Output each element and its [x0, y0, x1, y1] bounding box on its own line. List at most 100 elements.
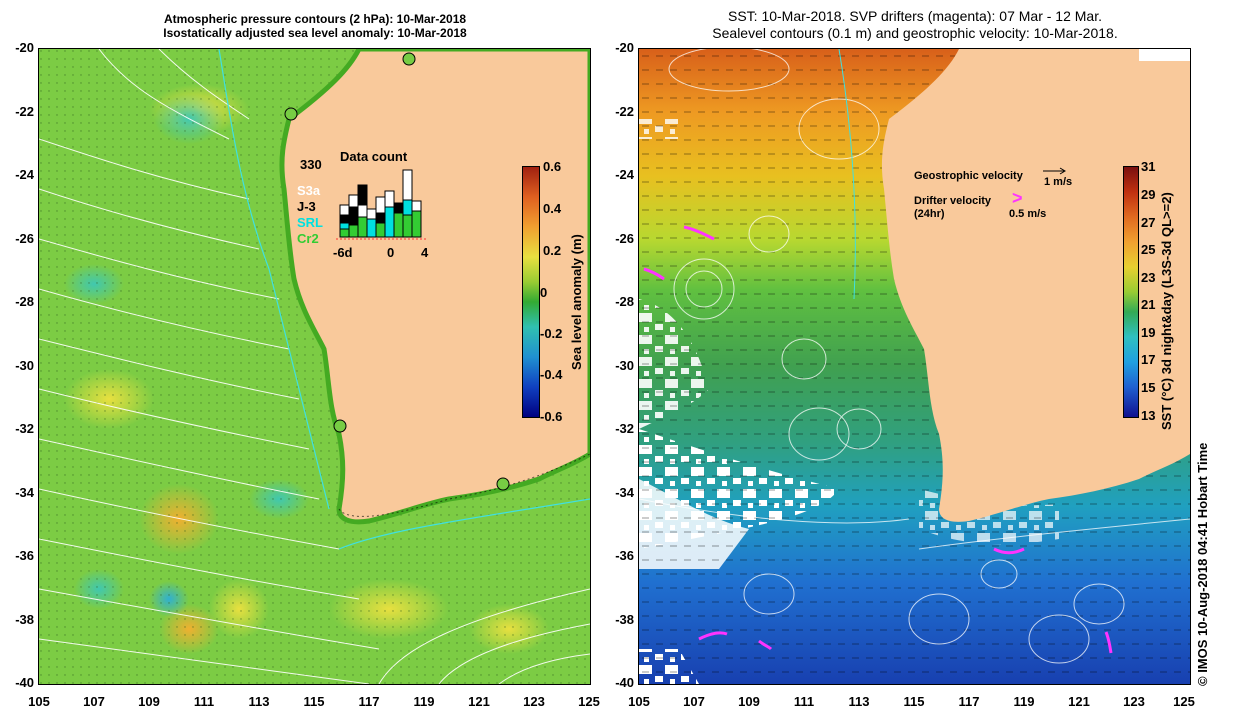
sst-colorbar-tick: 19 — [1141, 325, 1156, 340]
inset-legend-s3a: S3a — [297, 183, 321, 198]
x-tick-left: 117 — [358, 694, 380, 709]
x-tick-right: 123 — [1123, 694, 1145, 709]
australia-landmass — [881, 49, 1190, 522]
sst-sealevel-contours — [639, 49, 1190, 664]
left-title-line1: Atmospheric pressure contours (2 hPa): 1… — [163, 12, 467, 26]
y-tick-right: -32 — [615, 421, 634, 436]
x-tick-right: 125 — [1173, 694, 1195, 709]
sst-colorbar-tick: 29 — [1141, 187, 1156, 202]
inset-title: Data count — [340, 149, 408, 164]
sst-colorbar-tick: 27 — [1141, 215, 1156, 230]
svp-drifter-tracks — [643, 225, 1113, 654]
x-tick-right: 119 — [1013, 694, 1035, 709]
y-tick-left: -36 — [15, 548, 34, 563]
sst-colorbar-tick: 21 — [1141, 297, 1156, 312]
inset-max-label: 330 — [300, 157, 322, 172]
x-tick-right: 117 — [958, 694, 980, 709]
x-tick-right: 121 — [1068, 694, 1090, 709]
sla-colorbar-tick: -0.6 — [540, 409, 563, 424]
drifter-velocity-sub: (24hr) — [914, 208, 945, 220]
sla-colorbar-tick: -0.2 — [540, 326, 563, 341]
tide-gauge-marker — [496, 477, 510, 491]
x-tick-left: 123 — [523, 694, 545, 709]
sst-colorbar-label: SST (°C) 3d night&day (L3S-3d QL>=2) — [1159, 192, 1174, 430]
australia-landmass — [279, 49, 590, 525]
x-tick-left: 111 — [193, 694, 215, 709]
inset-legend-cr2: Cr2 — [297, 231, 319, 246]
pressure-contours — [39, 49, 590, 684]
y-tick-right: -38 — [615, 612, 634, 627]
y-tick-right: -26 — [615, 231, 634, 246]
inset-legend-j3: J-3 — [297, 199, 316, 214]
x-tick-right: 109 — [738, 694, 760, 709]
y-tick-right: -34 — [615, 485, 634, 500]
y-tick-left: -26 — [15, 231, 34, 246]
y-tick-right: -30 — [615, 358, 634, 373]
drifter-velocity-icon: > — [1012, 188, 1023, 208]
x-tick-left: 125 — [578, 694, 600, 709]
right-title-line1: SST: 10-Mar-2018. SVP drifters (magenta)… — [727, 8, 1102, 24]
x-tick-right: 113 — [848, 694, 870, 709]
imos-credit: © IMOS 10-Aug-2018 04:41 Hobart Time — [1195, 442, 1210, 686]
right-title: SST: 10-Mar-2018. SVP drifters (magenta)… — [640, 8, 1190, 42]
geostrophic-velocity-speed: 1 m/s — [1044, 176, 1073, 188]
sla-colorbar — [522, 166, 540, 418]
x-tick-left: 121 — [468, 694, 490, 709]
sea-level-anomaly-map — [38, 48, 591, 685]
sla-colorbar-tick: 0 — [540, 285, 548, 300]
tide-gauge-marker — [284, 107, 298, 121]
y-tick-right: -36 — [615, 548, 634, 563]
y-tick-left: -30 — [15, 358, 34, 373]
x-tick-left: 105 — [28, 694, 50, 709]
sst-colorbar-tick: 17 — [1141, 352, 1156, 367]
sst-map-svg — [639, 49, 1190, 684]
x-tick-right: 111 — [793, 694, 815, 709]
inset-xtick-4: 4 — [421, 245, 429, 260]
sst-colorbar-tick: 15 — [1141, 380, 1156, 395]
left-title: Atmospheric pressure contours (2 hPa): 1… — [40, 12, 590, 40]
y-tick-left: -34 — [15, 485, 34, 500]
sea-level-anomaly-map-svg — [39, 49, 590, 684]
tide-gauge-marker — [402, 52, 416, 66]
sla-colorbar-tick: 0.4 — [543, 201, 562, 216]
x-tick-right: 105 — [628, 694, 650, 709]
drifter-velocity-speed: 0.5 m/s — [1009, 208, 1047, 220]
sst-colorbar-tick: 23 — [1141, 270, 1156, 285]
x-tick-right: 107 — [683, 694, 705, 709]
y-tick-left: -38 — [15, 612, 34, 627]
x-tick-left: 115 — [303, 694, 325, 709]
inset-xtick-neg6: -6d — [333, 245, 353, 260]
y-tick-left: -40 — [15, 675, 34, 690]
x-tick-right: 115 — [903, 694, 925, 709]
sla-colorbar-tick: 0.6 — [543, 159, 562, 174]
y-tick-right: -20 — [615, 40, 634, 55]
y-tick-right: -24 — [615, 167, 634, 182]
x-tick-left: 119 — [413, 694, 435, 709]
y-tick-left: -22 — [15, 104, 34, 119]
sst-colorbar-tick: 13 — [1141, 408, 1156, 423]
data-count-histogram — [336, 169, 426, 240]
y-tick-right: -40 — [615, 675, 634, 690]
sla-colorbar-tick: -0.4 — [540, 367, 563, 382]
y-tick-left: -20 — [15, 40, 34, 55]
y-tick-left: -24 — [15, 167, 34, 182]
sst-map — [638, 48, 1191, 685]
x-tick-left: 109 — [138, 694, 160, 709]
tide-gauge-marker — [333, 419, 347, 433]
sst-colorbar — [1123, 166, 1139, 418]
sst-colorbar-tick: 25 — [1141, 242, 1156, 257]
drifter-velocity-label: Drifter velocity — [914, 195, 992, 207]
inset-xtick-0: 0 — [387, 245, 395, 260]
sst-colorbar-tick: 31 — [1141, 159, 1156, 174]
y-tick-left: -32 — [15, 421, 34, 436]
geostrophic-velocity-arrow-icon — [1043, 167, 1066, 175]
sla-colorbar-label: Sea level anomaly (m) — [569, 234, 584, 370]
inset-legend-srl: SRL — [297, 215, 323, 230]
sla-colorbar-tick: 0.2 — [543, 243, 562, 258]
y-tick-right: -22 — [615, 104, 634, 119]
right-title-line2: Sealevel contours (0.1 m) and geostrophi… — [712, 25, 1118, 41]
y-tick-left: -28 — [15, 294, 34, 309]
geostrophic-velocity-label: Geostrophic velocity — [914, 170, 1023, 182]
y-tick-right: -28 — [615, 294, 634, 309]
left-title-line2: Isostatically adjusted sea level anomaly… — [163, 26, 467, 40]
